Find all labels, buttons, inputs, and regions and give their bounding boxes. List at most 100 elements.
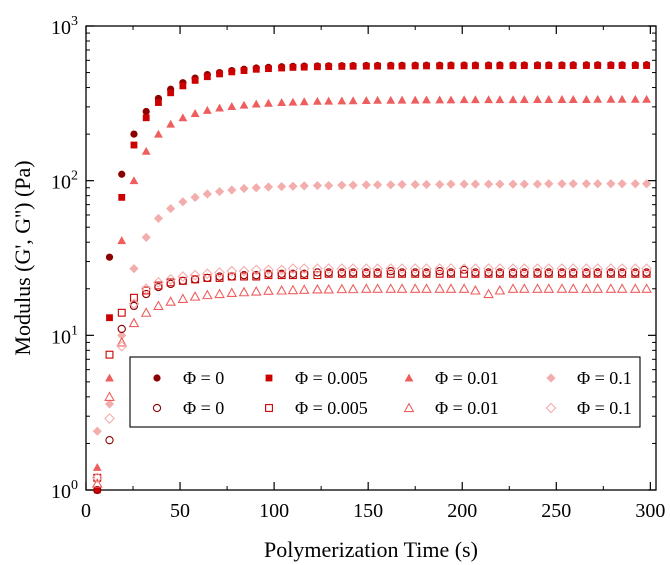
data-point bbox=[202, 289, 213, 300]
data-point bbox=[277, 98, 287, 107]
data-point bbox=[287, 263, 299, 274]
data-point bbox=[495, 95, 505, 104]
data-point bbox=[215, 103, 224, 112]
data-point bbox=[313, 271, 322, 280]
data-point bbox=[117, 324, 126, 334]
data-point bbox=[239, 100, 249, 109]
data-point bbox=[470, 284, 481, 295]
data-point bbox=[214, 267, 225, 278]
data-point bbox=[410, 95, 420, 104]
data-point bbox=[641, 263, 652, 274]
data-point bbox=[386, 95, 396, 104]
data-point bbox=[519, 95, 529, 103]
data-point bbox=[459, 95, 469, 104]
data-point bbox=[533, 269, 542, 278]
data-point bbox=[557, 269, 566, 278]
data-point bbox=[567, 283, 579, 293]
data-point bbox=[104, 399, 115, 409]
data-point bbox=[130, 293, 138, 302]
legend-label: Φ = 0.005 bbox=[295, 398, 368, 418]
data-point bbox=[445, 283, 457, 293]
data-point bbox=[240, 67, 248, 74]
data-point bbox=[421, 179, 432, 190]
data-point bbox=[581, 95, 591, 103]
data-point bbox=[312, 283, 323, 294]
data-point bbox=[203, 273, 212, 282]
data-point bbox=[214, 288, 225, 299]
data-point bbox=[165, 274, 177, 285]
data-point bbox=[349, 62, 357, 70]
data-point bbox=[287, 284, 299, 295]
x-tick-label: 150 bbox=[353, 500, 383, 522]
data-point bbox=[117, 308, 126, 317]
data-point bbox=[215, 273, 224, 282]
x-tick-label: 0 bbox=[81, 500, 91, 522]
data-point bbox=[459, 179, 469, 189]
data-point bbox=[434, 283, 445, 293]
data-point bbox=[616, 283, 628, 293]
legend-marker bbox=[265, 374, 273, 382]
data-point bbox=[324, 96, 334, 105]
data-point bbox=[277, 182, 287, 192]
data-point bbox=[349, 269, 358, 278]
data-point bbox=[631, 62, 639, 69]
data-point bbox=[178, 276, 187, 285]
data-point bbox=[581, 263, 592, 274]
data-point bbox=[434, 263, 446, 274]
data-point bbox=[227, 272, 236, 281]
data-point bbox=[447, 269, 455, 278]
data-point bbox=[445, 263, 457, 274]
legend-label: Φ = 0.1 bbox=[577, 368, 632, 388]
data-point bbox=[178, 197, 188, 207]
data-point bbox=[129, 301, 139, 311]
x-tick-label: 100 bbox=[259, 500, 289, 522]
data-point bbox=[312, 263, 323, 274]
data-point bbox=[105, 253, 114, 261]
data-point bbox=[485, 62, 492, 70]
data-point bbox=[593, 94, 603, 103]
legend-box bbox=[129, 356, 641, 428]
data-point bbox=[166, 119, 176, 128]
data-point bbox=[252, 272, 261, 281]
data-point bbox=[202, 105, 212, 114]
data-point bbox=[421, 283, 432, 293]
data-point bbox=[629, 283, 641, 293]
data-point bbox=[396, 263, 408, 274]
data-point bbox=[142, 114, 150, 122]
data-point bbox=[336, 283, 348, 294]
data-point bbox=[470, 263, 481, 274]
data-point bbox=[154, 281, 163, 290]
data-point bbox=[214, 186, 225, 197]
data-point bbox=[140, 307, 152, 317]
data-point bbox=[239, 183, 249, 194]
data-point bbox=[276, 264, 288, 276]
data-point bbox=[263, 182, 274, 192]
data-point bbox=[606, 179, 616, 189]
data-point bbox=[250, 264, 262, 276]
data-point bbox=[483, 288, 494, 299]
legend-marker bbox=[546, 373, 556, 383]
data-point bbox=[533, 95, 542, 103]
data-point bbox=[128, 317, 140, 328]
data-point bbox=[582, 269, 591, 278]
data-point bbox=[592, 283, 604, 293]
data-point bbox=[361, 180, 371, 190]
x-tick-label: 250 bbox=[541, 500, 571, 522]
data-point bbox=[276, 284, 287, 295]
data-point bbox=[422, 95, 431, 104]
data-point bbox=[104, 391, 115, 401]
data-point bbox=[518, 263, 530, 274]
tick-labels: 0 50 100 150 200 250 300 100 101 102 103 bbox=[51, 14, 665, 522]
data-point bbox=[483, 179, 494, 189]
data-point bbox=[617, 179, 627, 189]
data-point bbox=[558, 62, 566, 70]
data-point bbox=[569, 62, 577, 70]
data-point bbox=[312, 96, 322, 105]
data-point bbox=[361, 96, 371, 104]
data-point bbox=[509, 269, 517, 278]
data-point bbox=[362, 62, 370, 70]
data-point bbox=[324, 269, 333, 278]
data-point bbox=[642, 269, 651, 278]
legend-marker bbox=[265, 404, 273, 412]
data-point bbox=[92, 426, 102, 436]
